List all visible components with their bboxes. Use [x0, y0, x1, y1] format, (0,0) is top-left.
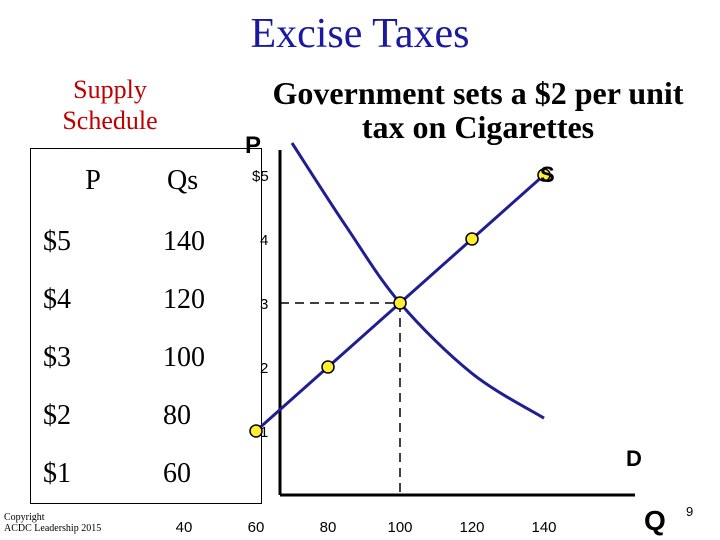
x-tick-label: 100	[387, 519, 412, 536]
y-axis-label: P	[245, 132, 261, 159]
chart-axes	[278, 150, 635, 497]
quantity-cell: 120	[163, 284, 205, 315]
copyright-notice: Copyright ACDC Leadership 2015	[4, 512, 102, 534]
price-cell: $3	[43, 342, 71, 373]
quantity-cell: 140	[163, 226, 205, 257]
x-tick-label: 60	[248, 519, 265, 536]
quantity-cell: 100	[163, 342, 205, 373]
quantity-cell: 80	[163, 400, 191, 431]
header-quantity-supplied: Qs	[167, 165, 199, 196]
price-cell: $5	[43, 226, 71, 257]
x-axis-label: Q	[644, 505, 666, 536]
y-tick-label: $5	[252, 168, 269, 185]
chart-curves	[255, 142, 545, 433]
x-tick-label: 140	[531, 519, 556, 536]
supply-point	[321, 360, 335, 374]
price-cell: $1	[43, 458, 71, 489]
quantity-cell: 60	[163, 458, 191, 489]
supply-point	[249, 424, 263, 438]
page-number: 9	[686, 504, 694, 519]
government-tax-note: Government sets a $2 per unit tax on Cig…	[272, 75, 684, 145]
header-price: P	[85, 165, 101, 196]
table-row: $2 80	[31, 387, 262, 445]
demand-curve-label: D	[626, 446, 642, 471]
supply-point	[393, 296, 407, 310]
equilibrium-guides	[280, 302, 401, 495]
demand-curve	[290, 142, 545, 420]
supply-curve-label: S	[540, 162, 555, 187]
price-cell: $4	[43, 284, 71, 315]
table-row: $1 60	[31, 445, 262, 504]
slide-title: Excise Taxes	[250, 11, 470, 57]
supply-point	[465, 232, 479, 246]
y-tick-label: 2	[260, 360, 268, 377]
supply-point	[537, 168, 551, 182]
table-row: $5 140	[31, 213, 262, 271]
table-row: $3 100	[31, 329, 262, 387]
supply-points	[249, 168, 551, 438]
y-tick-label: 3	[260, 296, 268, 313]
supply-heading-text: Supply Schedule	[62, 75, 158, 135]
x-tick-label: 40	[176, 519, 193, 536]
supply-schedule-heading: Supply Schedule	[40, 74, 180, 136]
table-header-row: P Qs	[31, 149, 262, 214]
y-tick-label: 1	[260, 424, 268, 441]
table-row: $4 120	[31, 271, 262, 329]
x-tick-label: 120	[459, 519, 484, 536]
y-tick-label: 4	[260, 232, 268, 249]
supply-schedule-table: P Qs $5 140 $4 120 $3 100 $2 80 $1 60	[30, 148, 262, 504]
price-cell: $2	[43, 400, 71, 431]
x-tick-label: 80	[320, 519, 337, 536]
